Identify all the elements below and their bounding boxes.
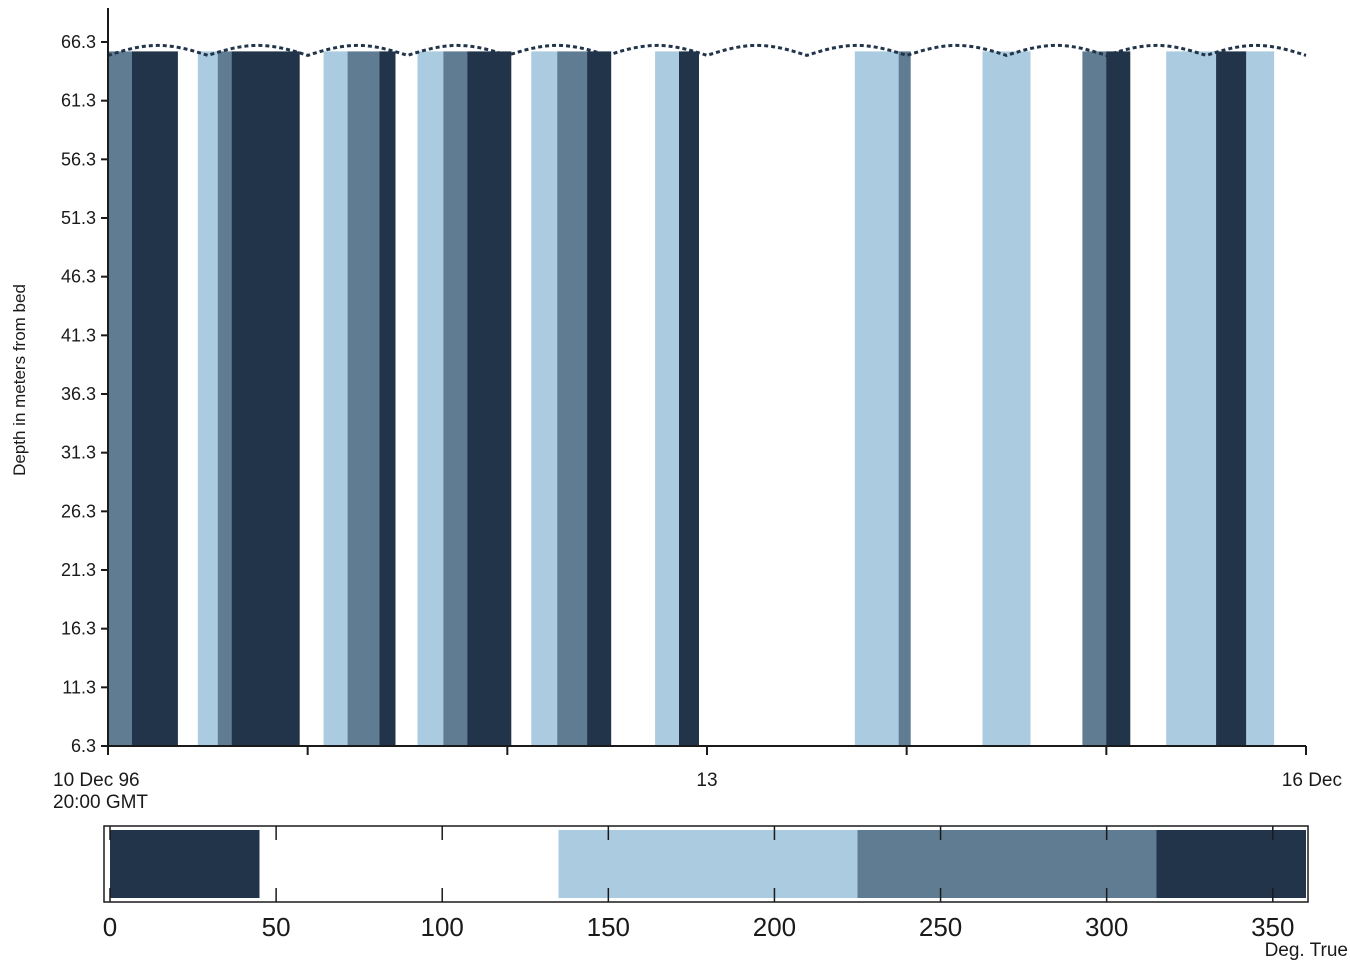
colorbar: 0 50 100 150 200 250 300 350 <box>103 825 1309 942</box>
x-tick-label: 10 Dec 96 <box>53 770 140 791</box>
colorbar-bin <box>857 830 1157 898</box>
heatmap-band <box>1030 51 1083 746</box>
colorbar-bin <box>558 830 858 898</box>
x-tick-sublabel: 20:00 GMT <box>53 792 148 813</box>
heatmap-band <box>557 51 588 746</box>
heatmap-band <box>587 51 612 746</box>
heatmap-band <box>1216 51 1247 746</box>
y-tick-label: 51.3 <box>61 208 96 228</box>
heatmap-band <box>1274 51 1307 746</box>
colorbar-tick-label: 250 <box>919 912 962 942</box>
colorbar-tick-label: 350 <box>1251 912 1294 942</box>
heatmap-band <box>1166 51 1217 746</box>
colorbar-tick-label: 0 <box>103 912 117 942</box>
heatmap-band <box>1106 51 1131 746</box>
heatmap-band <box>299 51 325 746</box>
surface-edge <box>107 43 1307 57</box>
heatmap-band <box>910 51 984 746</box>
heatmap-band <box>1130 51 1167 746</box>
x-tick-label: 13 <box>696 770 717 791</box>
heatmap-band <box>467 51 512 746</box>
heatmap-band <box>197 51 219 746</box>
colorbar-tick-label: 50 <box>262 912 291 942</box>
y-tick-label: 61.3 <box>61 91 96 111</box>
heatmap-band <box>898 51 912 746</box>
y-tick-label: 26.3 <box>61 501 96 521</box>
heatmap-plot-area <box>107 43 1307 746</box>
colorbar-bin <box>1156 830 1306 898</box>
y-tick-label: 36.3 <box>61 384 96 404</box>
y-tick-label: 41.3 <box>61 325 96 345</box>
y-tick-label: 66.3 <box>61 32 96 52</box>
heatmap-band <box>531 51 558 746</box>
heatmap-band <box>511 51 532 746</box>
heatmap-band <box>1082 51 1107 746</box>
colorbar-tick-label: 100 <box>421 912 464 942</box>
heatmap-band <box>108 51 133 746</box>
heatmap-band <box>217 51 233 746</box>
y-tick-label: 21.3 <box>61 560 96 580</box>
y-tick-label: 16.3 <box>61 619 96 639</box>
heatmap-band <box>679 51 700 746</box>
heatmap-band <box>231 51 301 746</box>
y-tick-label: 11.3 <box>62 677 96 697</box>
heatmap-band <box>132 51 179 746</box>
heatmap-band <box>1246 51 1275 746</box>
y-axis-label: Depth in meters from bed <box>10 284 29 476</box>
y-tick-label: 31.3 <box>61 443 96 463</box>
colorbar-units-label: Deg. True <box>1265 940 1348 961</box>
heatmap-band <box>443 51 468 746</box>
colorbar-tick-label: 150 <box>587 912 630 942</box>
heatmap-band <box>379 51 396 746</box>
heatmap-band <box>611 51 656 746</box>
heatmap-band <box>323 51 349 746</box>
heatmap-band <box>699 51 856 746</box>
y-tick-label: 6.3 <box>71 736 96 756</box>
heatmap-band <box>982 51 1031 746</box>
heatmap-band <box>417 51 444 746</box>
heatmap-band <box>347 51 380 746</box>
colorbar-tick-label: 200 <box>753 912 796 942</box>
colorbar-bin <box>259 830 559 898</box>
y-tick-label: 56.3 <box>61 149 96 169</box>
heatmap-band <box>854 51 900 746</box>
heatmap-band <box>395 51 418 746</box>
heatmap-band <box>177 51 199 746</box>
colorbar-frame <box>103 825 1309 903</box>
y-axis-ticks: 66.3 61.3 56.3 51.3 46.3 41.3 36.3 31.3 26.3 21.3… <box>61 32 108 756</box>
colorbar-tick-label: 300 <box>1085 912 1128 942</box>
heatmap-band <box>655 51 680 746</box>
y-tick-label: 46.3 <box>61 267 96 287</box>
x-tick-label: 16 Dec <box>1282 770 1342 791</box>
colorbar-bin <box>110 830 260 898</box>
